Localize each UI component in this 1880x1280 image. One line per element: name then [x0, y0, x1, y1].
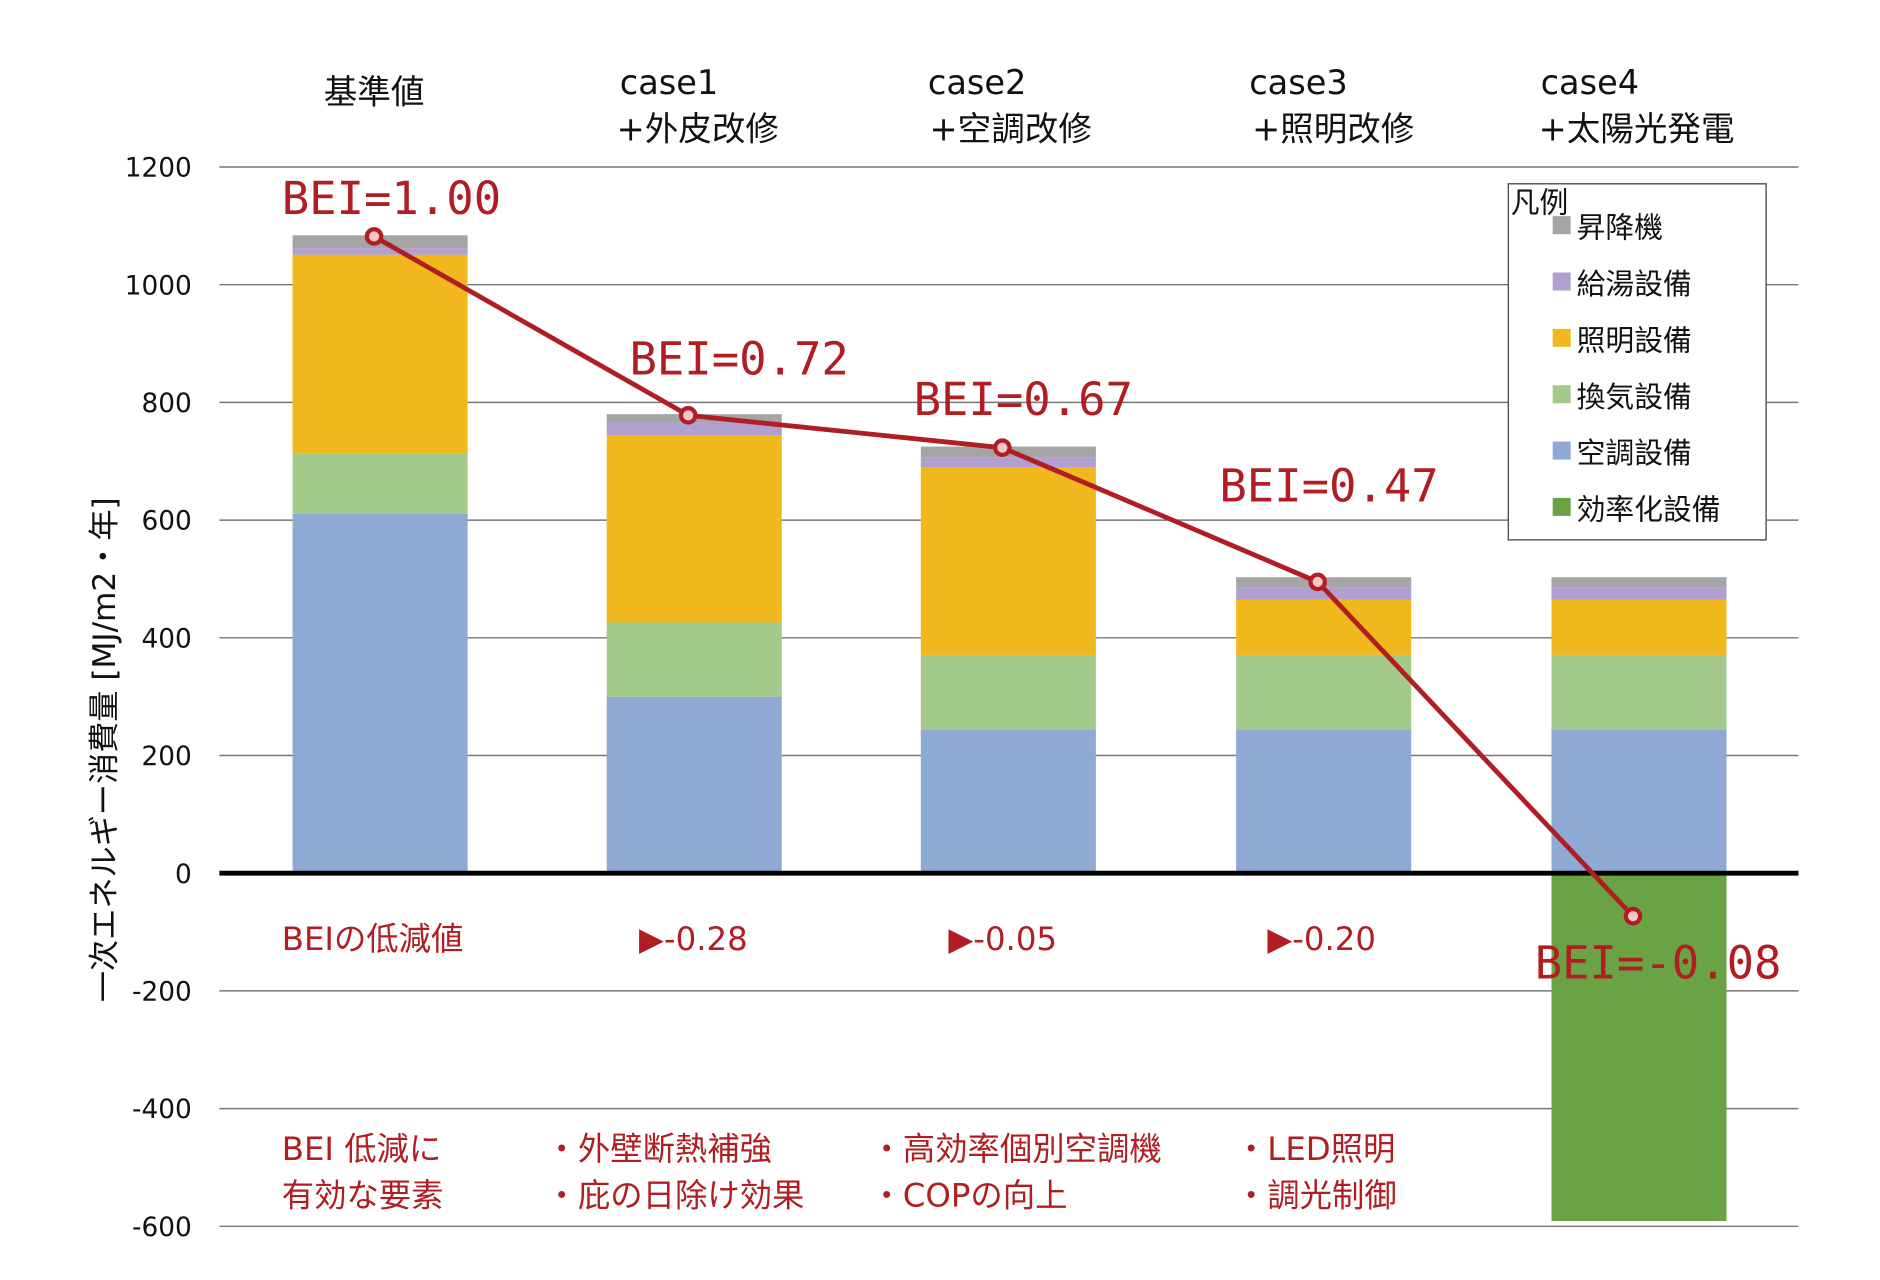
bar-segment: [606, 622, 782, 697]
legend-swatch: [1552, 272, 1571, 291]
category-label: case4: [1541, 63, 1640, 102]
bar-segment: [1236, 587, 1412, 600]
bar-segment: [292, 254, 468, 454]
y-tick-label: 200: [142, 742, 192, 772]
y-tick-label: -600: [132, 1213, 192, 1243]
legend-swatch: [1552, 216, 1571, 235]
legend-label: 空調設備: [1577, 436, 1692, 470]
bar-segment: [1551, 577, 1727, 588]
y-axis-label: 一次エネルギー消費量 [MJ/m2・年]: [87, 497, 123, 1002]
factor-item: ・高効率個別空調機: [870, 1130, 1161, 1168]
factor-item: ・COPの向上: [870, 1177, 1067, 1215]
bei-label: BEI=-0.08: [1535, 937, 1782, 990]
bar-segment: [920, 457, 1096, 468]
bar-segment: [920, 729, 1096, 874]
category-label-sub: +空調改修: [930, 110, 1092, 149]
legend-title: 凡例: [1511, 186, 1569, 220]
factor-item: ・LED照明: [1235, 1130, 1395, 1168]
category-label-sub: +太陽光発電: [1539, 110, 1735, 149]
bar-segment: [920, 467, 1096, 655]
bar-segment: [292, 248, 468, 255]
bar-segment: [292, 513, 468, 874]
bar-segment: [1551, 654, 1727, 730]
bar-segment: [1236, 729, 1412, 874]
bei-label: BEI=0.47: [1219, 460, 1438, 513]
legend-swatch: [1552, 497, 1571, 516]
factors-label: BEI 低減に: [282, 1130, 442, 1168]
y-tick-label: 800: [142, 389, 192, 419]
legend-label: 照明設備: [1577, 323, 1692, 357]
bei-point: [364, 227, 384, 246]
factor-item: ・外壁断熱補強: [546, 1130, 773, 1168]
factor-item: ・調光制御: [1235, 1177, 1397, 1215]
y-tick-label: 400: [142, 624, 192, 654]
bei-label: BEI=0.72: [629, 332, 848, 385]
category-label: case1: [620, 63, 719, 102]
category-labels: 基準値 case1 +外皮改修 case2 +空調改修 case3 +照明改修 …: [324, 63, 1735, 149]
bar-segment: [606, 696, 782, 874]
category-label: case3: [1249, 63, 1348, 102]
y-tick-label: -200: [132, 977, 192, 1007]
y-tick-label: -400: [132, 1095, 192, 1125]
reduction-label: BEIの低減値: [282, 920, 464, 958]
bars: [292, 235, 1727, 1222]
bar-segment: [1236, 599, 1412, 655]
bar-segment: [1551, 729, 1727, 874]
bar-segment: [606, 422, 782, 436]
y-tick-label: 1200: [125, 154, 192, 184]
bei-point: [1623, 906, 1643, 926]
bar-segment: [606, 435, 782, 623]
bar-segment: [920, 654, 1096, 730]
reduction-value: ▶-0.28: [639, 920, 748, 958]
y-tick-label: 0: [175, 860, 192, 890]
legend-swatch: [1552, 328, 1571, 347]
y-tick-label: 1000: [125, 271, 192, 301]
bar-segment: [1551, 873, 1727, 1222]
bei-label: BEI=1.00: [282, 172, 501, 225]
bei-point: [1308, 572, 1327, 592]
bar-segment: [1551, 599, 1727, 655]
bei-point: [678, 406, 698, 425]
reduction-value: ▶-0.20: [1267, 920, 1376, 958]
legend-swatch: [1552, 441, 1571, 460]
bar-segment: [1236, 654, 1412, 730]
bei-label: BEI=0.67: [914, 373, 1133, 426]
category-label-sub: +照明改修: [1252, 110, 1414, 149]
y-tick-label: 600: [142, 507, 192, 537]
annotations: BEIの低減値 ▶-0.28 ▶-0.05 ▶-0.20 BEI 低減に 有効な…: [282, 920, 1397, 1215]
legend-label: 換気設備: [1577, 380, 1692, 414]
category-label: 基準値: [324, 72, 425, 111]
reduction-value: ▶-0.05: [948, 920, 1057, 958]
bei-line: BEI=1.00 BEI=0.72 BEI=0.67 BEI=0.47 BEI=-0.0…: [282, 172, 1782, 990]
legend-label: 効率化設備: [1577, 493, 1721, 527]
category-label: case2: [928, 63, 1027, 102]
factor-item: ・庇の日除け効果: [546, 1177, 805, 1215]
bar-segment: [1551, 587, 1727, 600]
legend-label: 給湯設備: [1577, 267, 1692, 301]
factors-label: 有効な要素: [282, 1177, 444, 1215]
legend-label: 昇降機: [1577, 211, 1663, 245]
category-label-sub: +外皮改修: [617, 110, 779, 149]
bei-point: [993, 438, 1012, 458]
legend-swatch: [1552, 385, 1571, 404]
bar-segment: [292, 453, 468, 514]
y-axis-ticks: 1200 1000 800 600 400 200 0 -200 -400 -600: [125, 154, 192, 1243]
